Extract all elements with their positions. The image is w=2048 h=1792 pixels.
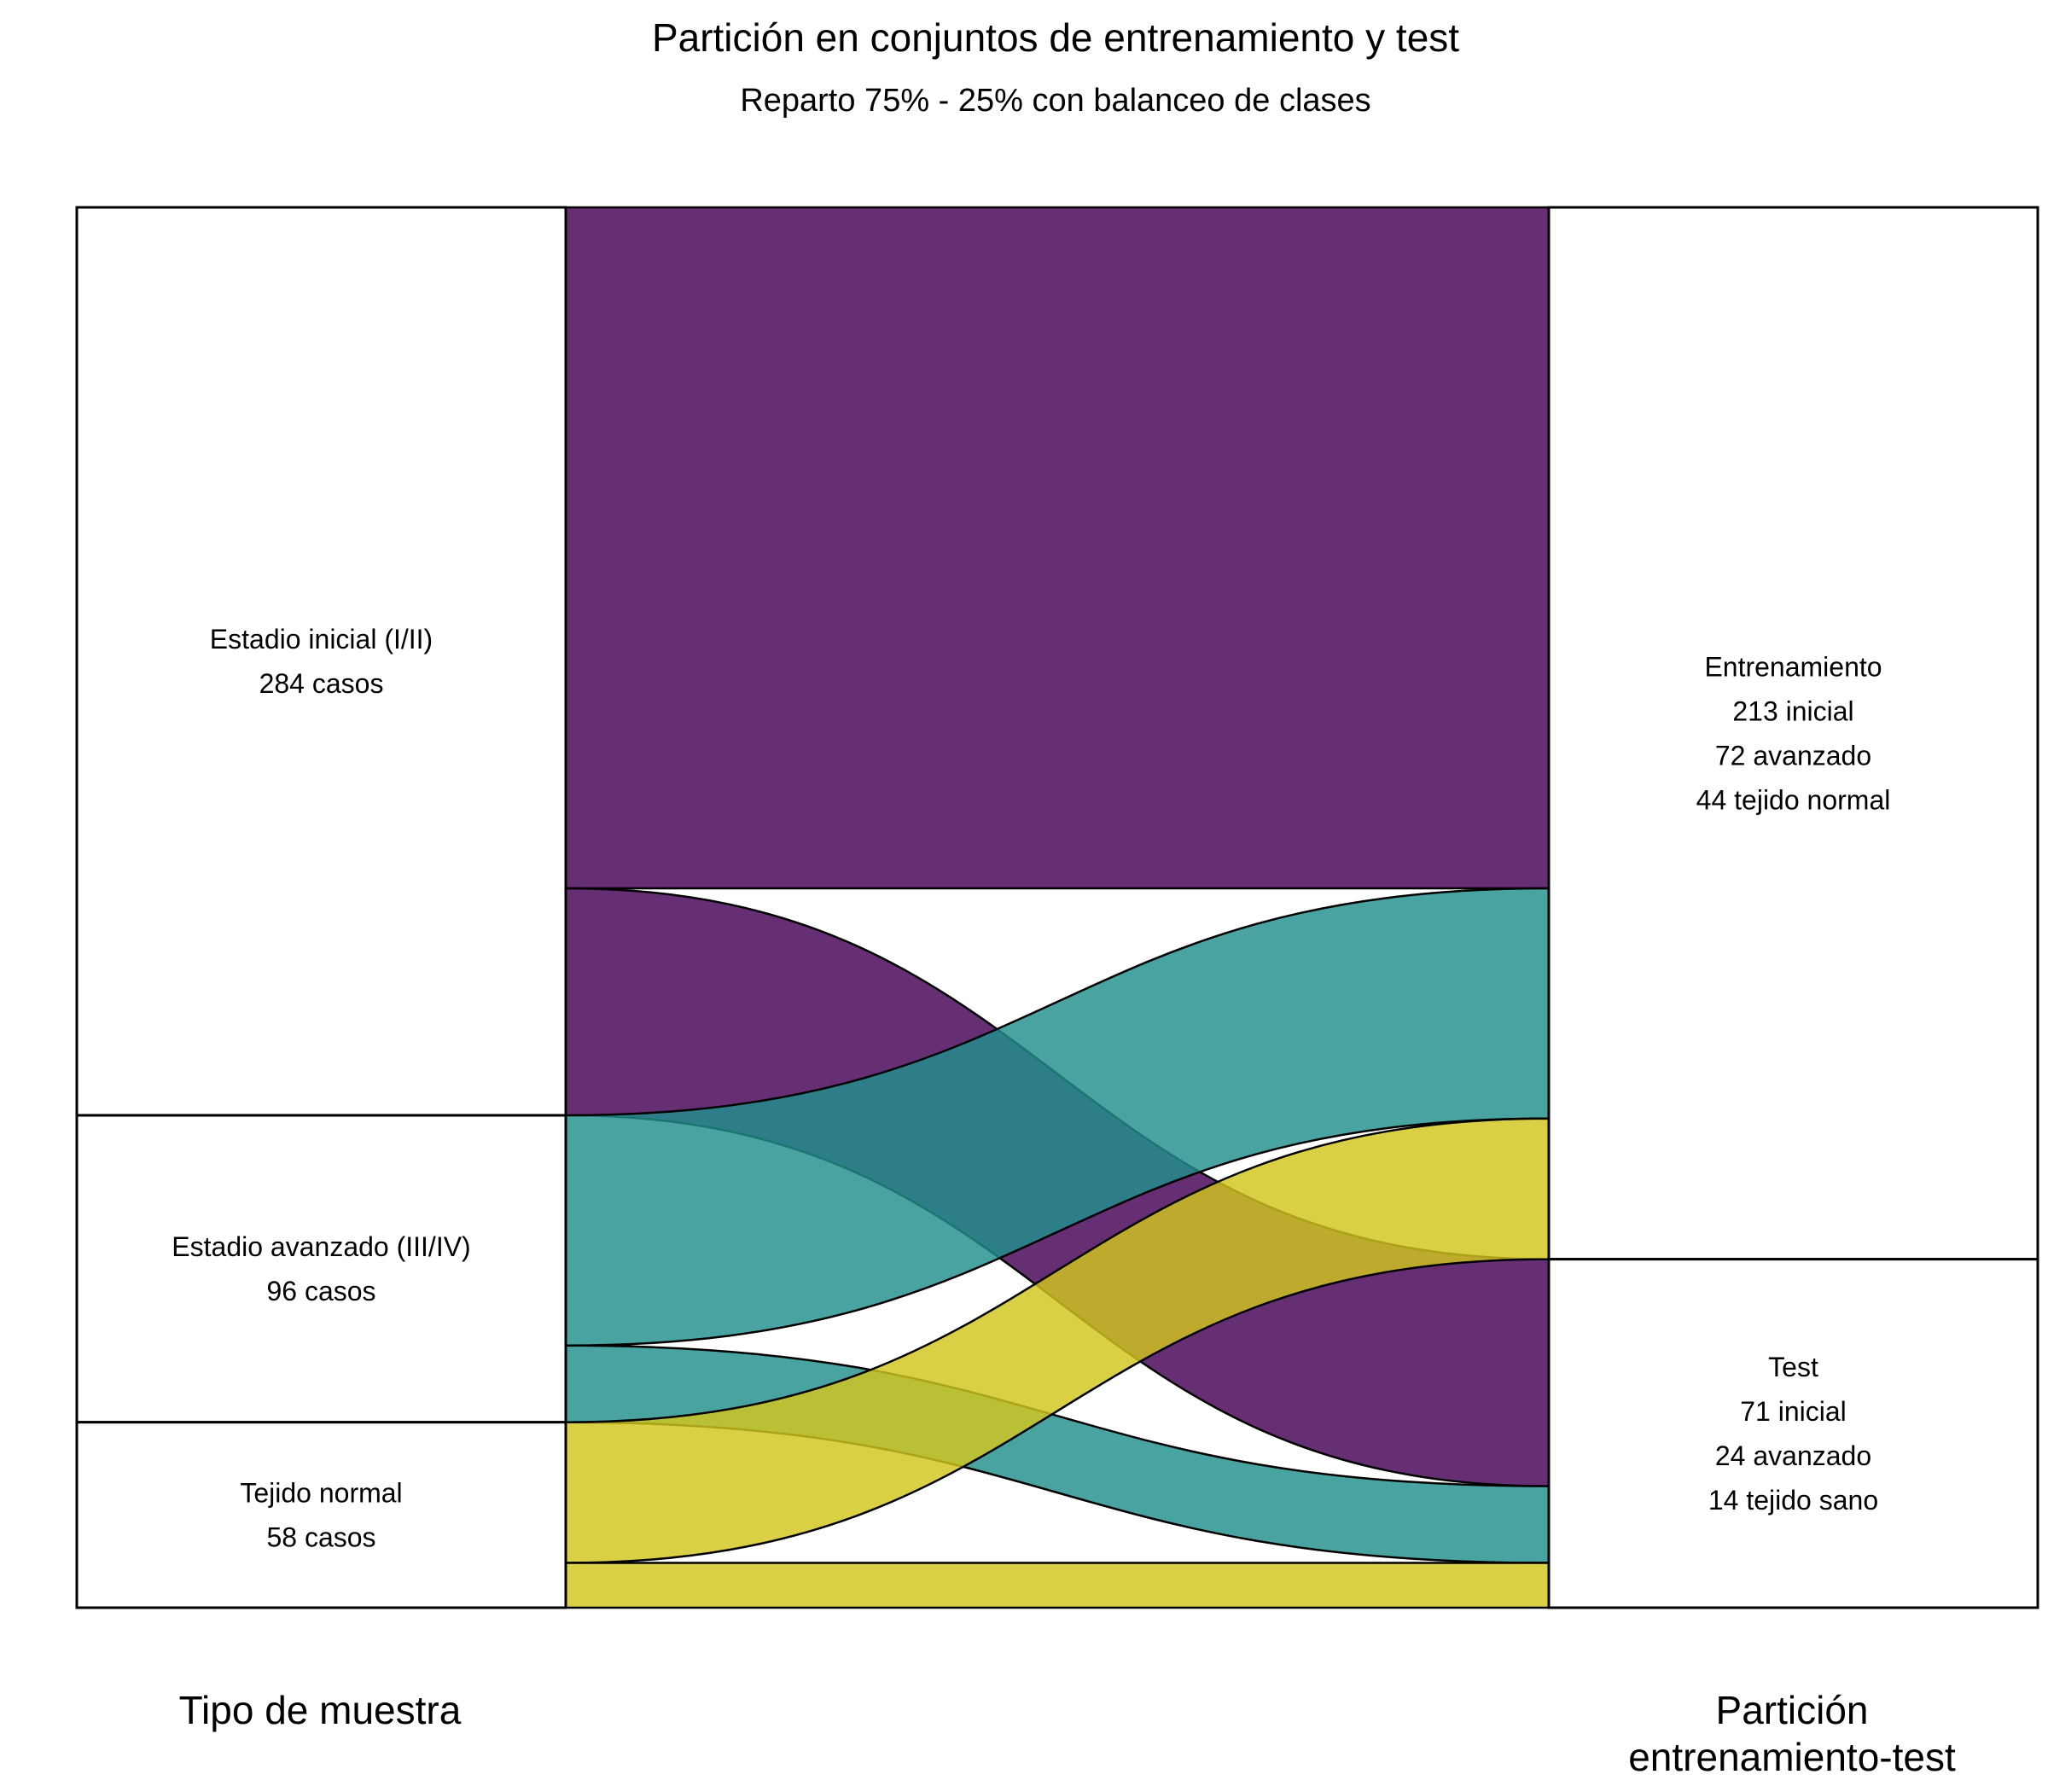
chart-subtitle: Reparto 75% - 25% con balanceo de clases	[740, 83, 1370, 119]
right-node-test-label-2: 24 avanzado	[1715, 1440, 1871, 1471]
right-node-test-label-1: 71 inicial	[1740, 1396, 1847, 1427]
nodes-layer: Estadio inicial (I/II) 284 casos Estadio a…	[75, 206, 2039, 1609]
flow-inicial-train	[564, 206, 1551, 890]
axis-label-right-line2: entrenamiento-test	[1628, 1735, 1956, 1779]
right-node-train-label-2: 72 avanzado	[1715, 740, 1871, 771]
right-node-train-label-0: Entrenamiento	[1704, 651, 1882, 682]
left-node-avanzado-label-1: 96 casos	[266, 1276, 375, 1306]
right-node-train	[1547, 206, 2039, 1261]
right-node-train-label-1: 213 inicial	[1732, 695, 1853, 726]
left-node-inicial-label-1: 284 casos	[259, 668, 384, 699]
axis-label-right-line1: Partición	[1716, 1688, 1869, 1732]
left-node-avanzado-label-0: Estadio avanzado (III/IV)	[172, 1231, 470, 1262]
left-node-avanzado	[75, 1114, 567, 1424]
right-node-test-label-3: 14 tejido sano	[1708, 1485, 1878, 1516]
right-node-test	[1547, 1258, 2039, 1609]
right-node-test-label-0: Test	[1768, 1352, 1818, 1382]
left-node-normal-label-1: 58 casos	[266, 1521, 375, 1552]
left-node-normal	[75, 1421, 567, 1609]
left-node-inicial-label-0: Estadio inicial (I/II)	[210, 624, 433, 655]
left-node-normal-label-0: Tejido normal	[240, 1477, 402, 1508]
flows-layer	[564, 206, 1551, 1609]
chart-title: Partición en conjuntos de entrenamiento …	[652, 15, 1459, 60]
flow-normal-test	[564, 1562, 1551, 1609]
right-node-train-label-3: 44 tejido normal	[1696, 784, 1891, 815]
left-node-inicial	[75, 206, 567, 1117]
axis-label-left: Tipo de muestra	[179, 1688, 462, 1732]
